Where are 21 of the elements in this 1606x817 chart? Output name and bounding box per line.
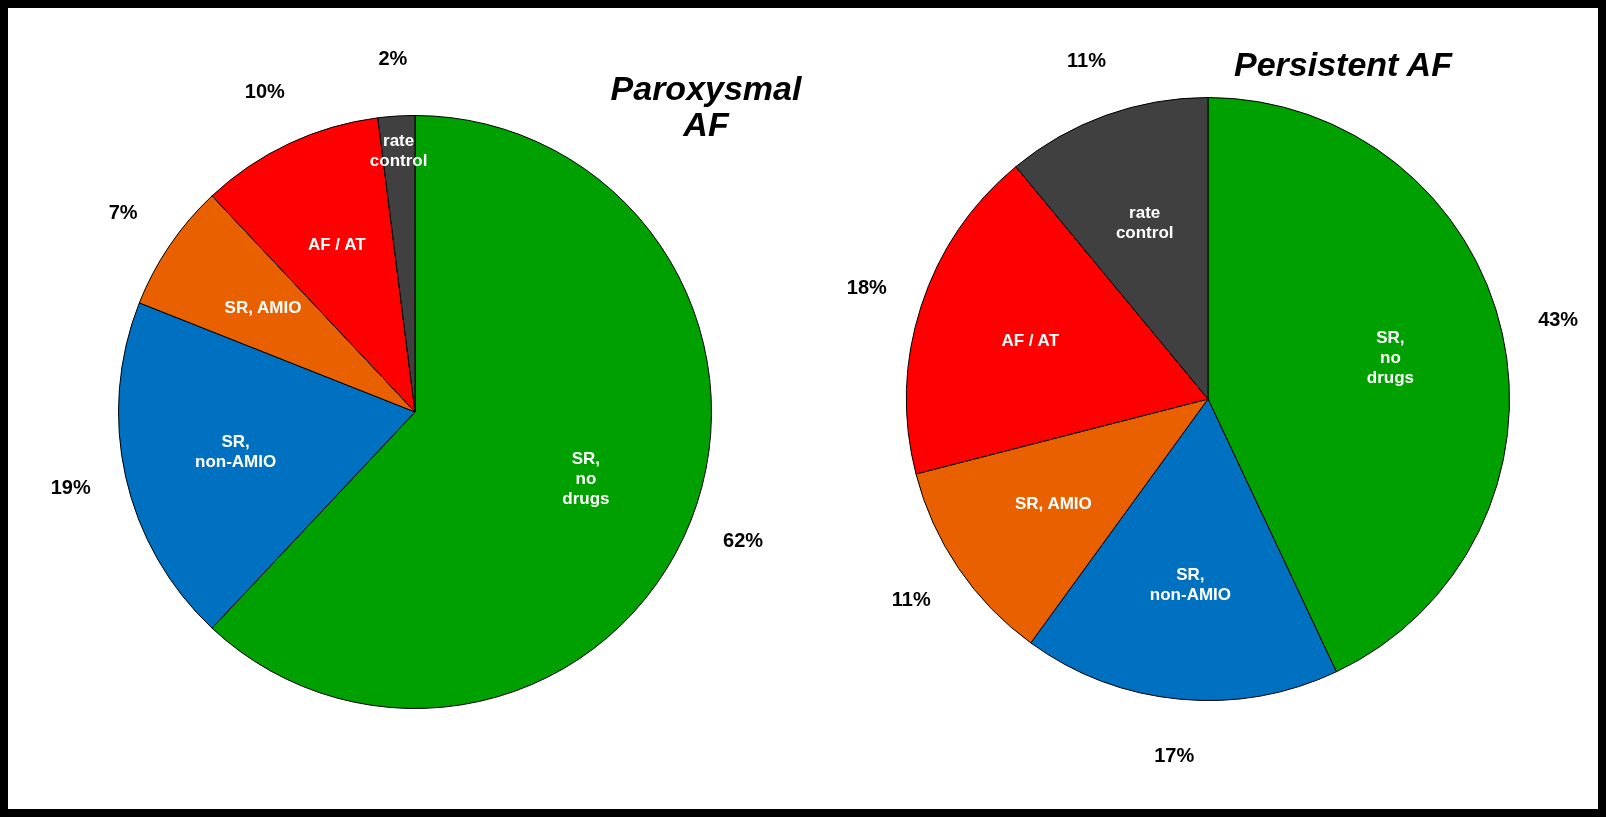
data-label: 62% bbox=[723, 529, 764, 552]
slice-label: SR, non-AMIO bbox=[195, 431, 277, 471]
data-label: 17% bbox=[1154, 743, 1195, 766]
slice-label: AF / AT bbox=[1001, 330, 1060, 350]
data-label: 11% bbox=[1067, 48, 1107, 71]
data-label: 43% bbox=[1538, 308, 1579, 331]
data-label: 2% bbox=[378, 47, 408, 70]
data-label: 18% bbox=[846, 275, 888, 298]
slice-label: SR, no drugs bbox=[562, 449, 610, 509]
slice-label: SR, AMIO bbox=[224, 298, 302, 318]
text: Paroxysmal AF bbox=[609, 69, 803, 143]
slice-label: SR, no drugs bbox=[1366, 327, 1415, 387]
slice-label: SR, AMIO bbox=[1014, 493, 1092, 513]
data-label: 10% bbox=[244, 80, 285, 103]
slice-label: SR, non-AMIO bbox=[1149, 564, 1232, 604]
data-label: 19% bbox=[50, 476, 91, 499]
slice-label: AF / AT bbox=[307, 235, 367, 255]
data-label: 7% bbox=[108, 201, 138, 224]
data-label: 11% bbox=[891, 588, 931, 611]
chart-title: Persistent AF bbox=[1233, 45, 1454, 83]
slice-label: rate control bbox=[1115, 202, 1174, 242]
